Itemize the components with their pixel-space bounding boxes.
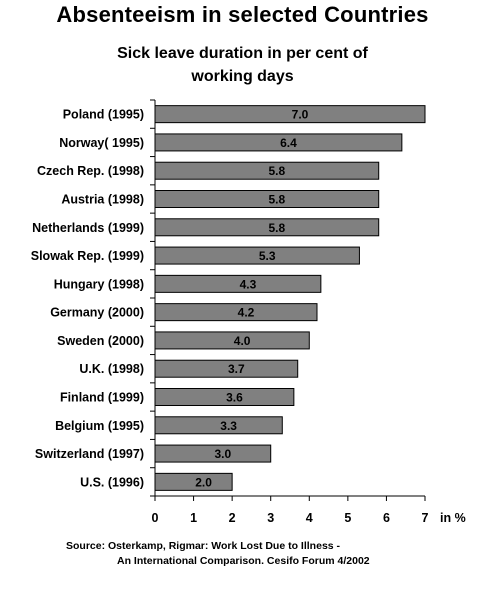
bar-10: [154, 359, 299, 378]
value-label-6: 5.3: [259, 249, 276, 263]
value-label-10: 3.7: [228, 362, 245, 376]
x-tick-label-0: 0: [152, 511, 159, 525]
bar-11: [154, 388, 295, 406]
category-label-6: Slowak Rep. (1999): [31, 249, 144, 263]
category-label-8: Germany (2000): [50, 306, 144, 320]
bar-5: [154, 218, 380, 237]
bar-13: [154, 444, 272, 463]
category-label-2: Norway( 1995): [59, 136, 144, 150]
x-axis-unit-label: in %: [440, 511, 466, 525]
category-label-3: Czech Rep. (1998): [37, 164, 144, 178]
category-label-1: Poland (1995): [63, 108, 144, 122]
value-label-8: 4.2: [238, 306, 255, 320]
value-label-5: 5.8: [269, 221, 286, 235]
value-label-9: 4.0: [234, 334, 251, 348]
value-label-3: 5.8: [269, 164, 286, 178]
bar-9: [154, 331, 310, 350]
source-line-2: An International Comparison. Cesifo Foru…: [117, 555, 370, 567]
bar-6: [154, 246, 360, 265]
axes-group: [150, 99, 426, 501]
x-tick-label-6: 6: [383, 511, 390, 525]
category-label-7: Hungary (1998): [54, 277, 144, 291]
subtitle-line-1: Sick leave duration in per cent of: [117, 45, 368, 62]
category-label-4: Austria (1998): [61, 193, 144, 207]
bar-1: [154, 105, 426, 124]
category-label-13: Switzerland (1997): [35, 447, 144, 461]
value-label-13: 3.0: [215, 447, 232, 461]
subtitle-line-2: working days: [191, 68, 294, 85]
category-label-9: Sweden (2000): [57, 334, 144, 348]
bar-chart: 7.0 Poland (1995) 6.4 Norway( 1995) 5.8 Czech…: [31, 99, 466, 525]
bars-group: [154, 105, 426, 491]
value-label-2: 6.4: [280, 136, 297, 150]
x-tick-label-1: 1: [190, 511, 197, 525]
labels-group: 7.0 Poland (1995) 6.4 Norway( 1995) 5.8 Czech…: [31, 108, 466, 525]
value-label-14: 2.0: [195, 475, 212, 489]
category-label-10: U.K. (1998): [79, 362, 144, 376]
chart-subtitle: Sick leave duration in per cent of worki…: [0, 42, 485, 88]
bar-12: [154, 416, 283, 435]
bar-4: [154, 190, 380, 208]
value-label-11: 3.6: [226, 391, 243, 405]
chart-title: Absenteeism in selected Countries: [56, 2, 429, 27]
value-label-7: 4.3: [240, 277, 257, 291]
category-label-11: Finland (1999): [60, 391, 144, 405]
bar-8: [154, 303, 318, 322]
value-label-4: 5.8: [269, 193, 286, 207]
x-tick-label-4: 4: [306, 511, 313, 525]
bar-3: [154, 161, 380, 180]
x-tick-label-2: 2: [229, 511, 236, 525]
x-tick-label-3: 3: [267, 511, 274, 525]
value-label-12: 3.3: [220, 419, 237, 433]
category-label-12: Belgium (1995): [55, 419, 144, 433]
category-label-14: U.S. (1996): [80, 475, 144, 489]
bar-14: [154, 472, 233, 491]
x-tick-label-5: 5: [344, 511, 351, 525]
source-note: Source: Osterkamp, Rigmar: Work Lost Due…: [0, 539, 485, 569]
source-line-1: Source: Osterkamp, Rigmar: Work Lost Due…: [66, 540, 341, 552]
bar-2: [154, 133, 403, 152]
value-label-1: 7.0: [292, 108, 309, 122]
bar-7: [154, 274, 322, 293]
category-label-5: Netherlands (1999): [32, 221, 144, 235]
x-tick-label-7: 7: [422, 511, 429, 525]
